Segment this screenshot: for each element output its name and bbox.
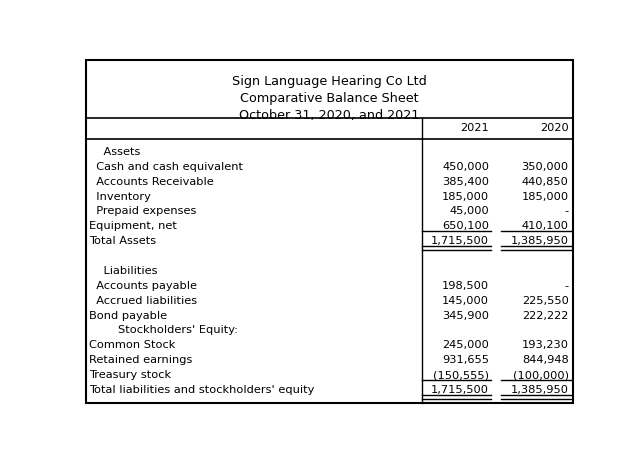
Text: Retained earnings: Retained earnings xyxy=(89,354,193,364)
Text: 931,655: 931,655 xyxy=(442,354,489,364)
Text: 1,715,500: 1,715,500 xyxy=(431,384,489,394)
Text: 844,948: 844,948 xyxy=(522,354,569,364)
Text: 1,385,950: 1,385,950 xyxy=(511,384,569,394)
Text: Comparative Balance Sheet: Comparative Balance Sheet xyxy=(240,91,419,105)
Text: Inventory: Inventory xyxy=(89,191,151,201)
Text: 193,230: 193,230 xyxy=(521,340,569,349)
Text: Prepaid expenses: Prepaid expenses xyxy=(89,206,197,216)
Text: October 31, 2020, and 2021: October 31, 2020, and 2021 xyxy=(239,108,420,122)
Text: 350,000: 350,000 xyxy=(521,162,569,171)
Text: Common Stock: Common Stock xyxy=(89,340,176,349)
Text: 225,550: 225,550 xyxy=(522,295,569,305)
Text: 345,900: 345,900 xyxy=(442,310,489,320)
Text: Assets: Assets xyxy=(89,146,141,157)
Text: Bond payable: Bond payable xyxy=(89,310,167,320)
Text: 222,222: 222,222 xyxy=(522,310,569,320)
Text: 245,000: 245,000 xyxy=(442,340,489,349)
Text: 650,100: 650,100 xyxy=(442,221,489,231)
Text: 185,000: 185,000 xyxy=(442,191,489,201)
Text: Total liabilities and stockholders' equity: Total liabilities and stockholders' equi… xyxy=(89,384,314,394)
Text: 145,000: 145,000 xyxy=(442,295,489,305)
Text: Liabilities: Liabilities xyxy=(89,265,158,275)
Text: 440,850: 440,850 xyxy=(522,176,569,186)
Text: Stockholders' Equity:: Stockholders' Equity: xyxy=(89,325,239,335)
Text: 450,000: 450,000 xyxy=(442,162,489,171)
Text: Total Assets: Total Assets xyxy=(89,235,156,246)
Text: 385,400: 385,400 xyxy=(442,176,489,186)
Text: -: - xyxy=(565,280,569,290)
Text: 2020: 2020 xyxy=(540,123,569,133)
FancyBboxPatch shape xyxy=(86,61,573,403)
Text: (150,555): (150,555) xyxy=(433,369,489,379)
Text: 45,000: 45,000 xyxy=(449,206,489,216)
Text: Equipment, net: Equipment, net xyxy=(89,221,177,231)
Text: 1,715,500: 1,715,500 xyxy=(431,235,489,246)
Text: 198,500: 198,500 xyxy=(442,280,489,290)
Text: Accounts payable: Accounts payable xyxy=(89,280,197,290)
Text: -: - xyxy=(565,206,569,216)
Text: 1,385,950: 1,385,950 xyxy=(511,235,569,246)
Text: 2021: 2021 xyxy=(460,123,489,133)
Text: Cash and cash equivalent: Cash and cash equivalent xyxy=(89,162,243,171)
Text: Treasury stock: Treasury stock xyxy=(89,369,172,379)
Text: 185,000: 185,000 xyxy=(521,191,569,201)
Text: Accrued liabilities: Accrued liabilities xyxy=(89,295,197,305)
Text: 410,100: 410,100 xyxy=(521,221,569,231)
Text: Accounts Receivable: Accounts Receivable xyxy=(89,176,214,186)
Text: Sign Language Hearing Co Ltd: Sign Language Hearing Co Ltd xyxy=(232,74,427,88)
Text: (100,000): (100,000) xyxy=(512,369,569,379)
